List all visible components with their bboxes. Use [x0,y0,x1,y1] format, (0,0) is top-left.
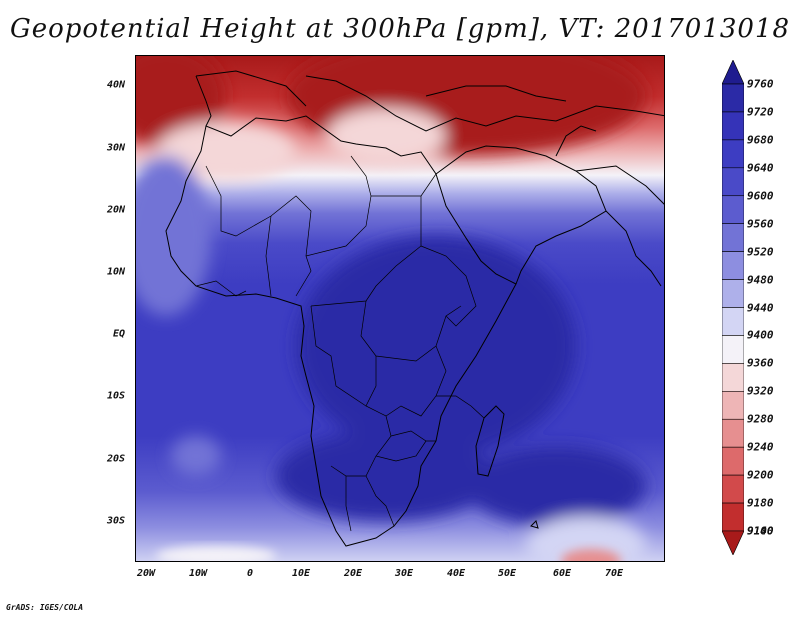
colorbar-level-label: 9600 [747,189,774,203]
colorbar-level-label: 9140 [747,524,774,538]
colorbar-level-label: 9100 [747,524,774,538]
colorbar-swatch [722,279,744,308]
colorbar-level-label: 9180 [747,496,774,510]
colorbar-swatch [722,307,744,336]
colorbar-level-label: 9360 [747,356,774,370]
colorbar-swatch [722,195,744,224]
lon-tick-label: 0 [246,568,254,579]
colorbar-swatch [722,251,744,280]
lat-tick-label: 10N [106,266,125,278]
map-title: Geopotential Height at 300hPa [gpm], VT:… [9,14,791,44]
lat-tick-label: 30N [106,142,125,154]
lon-tick-label: 10W [188,568,208,579]
map-panel [135,55,665,562]
lon-tick-label: 70E [604,568,624,579]
colorbar [722,60,744,555]
colorbar-level-label: 9760 [747,77,774,91]
colorbar-level-label: 9480 [747,273,774,287]
colorbar-level-label: 9320 [747,384,774,398]
height-field-map [136,56,664,561]
lon-tick-label: 50E [497,568,517,579]
colorbar-level-label: 9520 [747,245,774,259]
lon-tick-label: 20W [136,568,156,579]
colorbar-swatch [722,83,744,113]
colorbar-level-label: 9240 [747,440,774,454]
colorbar-level-label: 9440 [747,301,774,314]
lon-tick-label: 10E [291,568,311,579]
colorbar-swatch [722,335,744,364]
lat-tick-label: 20N [106,204,125,216]
lon-tick-label: 30E [394,568,414,579]
colorbar-swatch [722,502,744,532]
colorbar-swatch [722,474,744,504]
colorbar-level-label: 9400 [747,328,774,342]
colorbar-level-label: 9720 [747,105,774,119]
lat-tick-label: 10S [106,390,125,402]
colorbar-swatch [722,391,744,420]
colorbar-swatch [722,139,744,169]
colorbar-level-label: 9560 [747,217,774,231]
colorbar-bottom-arrow [722,530,744,555]
footer-credit: GrADS: IGES/COLA [6,603,84,612]
lat-tick-label: 30S [106,515,125,527]
colorbar-swatch [722,167,744,197]
lat-tick-label: 20S [106,453,125,465]
colorbar-swatch [722,111,744,141]
colorbar-level-label: 9280 [747,412,774,426]
lon-tick-label: 20E [343,568,363,579]
colorbar-swatch [722,418,744,448]
colorbar-top-arrow [722,60,744,85]
colorbar-level-label: 9680 [747,133,774,147]
colorbar-swatch [722,223,744,252]
country-borders [195,155,485,532]
lat-tick-label: EQ [112,328,125,340]
lon-tick-label: 40E [446,568,466,579]
colorbar-swatch [722,446,744,476]
colorbar-swatch [722,363,744,392]
colorbar-level-label: 9200 [747,468,774,482]
lat-tick-label: 40N [106,79,125,91]
colorbar-level-label: 9640 [747,161,774,175]
lon-tick-label: 60E [552,568,572,579]
